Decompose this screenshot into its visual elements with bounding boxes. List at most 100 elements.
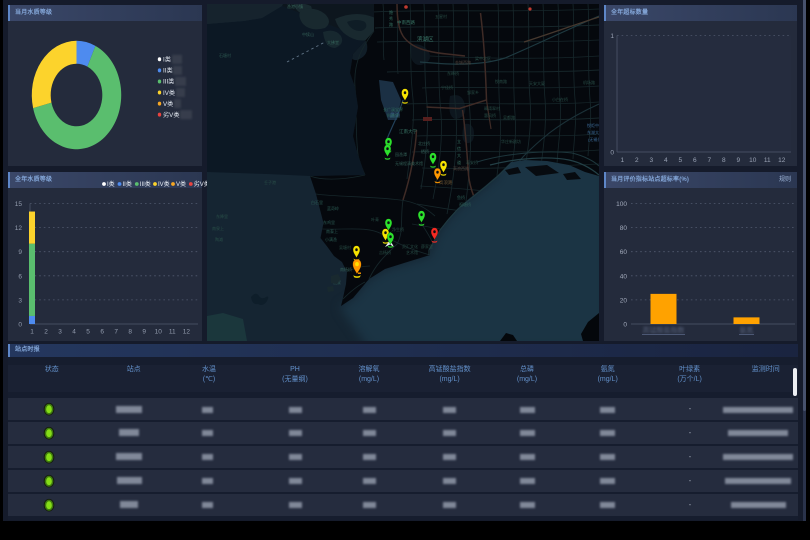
svg-text:信: 信 (457, 145, 461, 151)
svg-text:吴塘村: 吴塘村 (339, 244, 351, 250)
svg-text:五星村: 五星村 (435, 13, 447, 19)
svg-text:9: 9 (736, 157, 740, 164)
svg-text:高浪西路: 高浪西路 (453, 165, 469, 171)
svg-text:石塘村: 石塘村 (219, 52, 231, 58)
svg-text:滨湖区: 滨湖区 (417, 35, 434, 43)
svg-text:1: 1 (610, 33, 614, 40)
svg-text:12: 12 (778, 157, 786, 164)
svg-text:南泉上: 南泉上 (212, 225, 224, 231)
svg-text:邹家乡: 邹家乡 (467, 89, 479, 95)
svg-text:8: 8 (722, 157, 726, 164)
svg-text:小白在桥: 小白在桥 (552, 96, 568, 102)
svg-text:2: 2 (44, 329, 48, 336)
svg-text:1: 1 (620, 157, 624, 164)
svg-text:9: 9 (142, 329, 146, 336)
svg-text:灵汇文化: 灵汇文化 (402, 243, 418, 249)
svg-text:6: 6 (100, 329, 104, 336)
svg-text:惠风桥: 惠风桥 (484, 112, 496, 118)
svg-text:东湖大学: 东湖大学 (587, 129, 599, 135)
svg-text:南泰上: 南泰上 (326, 228, 338, 234)
svg-text:1: 1 (30, 329, 34, 336)
svg-text:劣V类: 劣V类 (194, 180, 210, 188)
svg-text:栖桥: 栖桥 (421, 148, 429, 154)
svg-text:吴都路: 吴都路 (503, 114, 515, 120)
svg-text:8: 8 (128, 329, 132, 336)
svg-text:11: 11 (764, 157, 771, 164)
svg-text:6: 6 (693, 157, 697, 164)
svg-text:80: 80 (620, 225, 628, 232)
svg-text:6: 6 (18, 273, 22, 280)
svg-text:0: 0 (623, 322, 627, 329)
svg-text:吉杨桥: 吉杨桥 (379, 249, 391, 255)
svg-text:小满渔: 小满渔 (325, 236, 337, 242)
svg-text:V类: V类 (176, 180, 186, 188)
svg-text:艺术馆: 艺术馆 (406, 249, 418, 255)
svg-text:I类: I类 (107, 180, 115, 188)
svg-text:40: 40 (620, 273, 628, 280)
svg-text:高浪路: 高浪路 (439, 179, 453, 186)
svg-text:渔港小镇: 渔港小镇 (287, 4, 303, 9)
svg-text:悦炬中国慎近园: 悦炬中国慎近园 (587, 122, 599, 128)
svg-text:悦南路: 悦南路 (495, 78, 507, 84)
svg-text:叶青: 叶青 (371, 216, 379, 222)
svg-text:II类: II类 (163, 67, 173, 75)
svg-text:7: 7 (707, 157, 711, 164)
svg-text:鱼桥: 鱼桥 (457, 194, 465, 200)
svg-text:寿安桥: 寿安桥 (466, 159, 478, 165)
svg-text:园渔潭: 园渔潭 (395, 151, 407, 157)
svg-text:氨氮: 氨氮 (740, 326, 754, 335)
svg-text:金城西路: 金城西路 (455, 59, 471, 65)
svg-text:天安大厦: 天安大厦 (529, 80, 545, 86)
svg-text:华庄新剧坊: 华庄新剧坊 (501, 138, 521, 144)
svg-text:白石里: 白石里 (311, 199, 323, 205)
svg-text:劣V类: 劣V类 (163, 111, 180, 119)
svg-text:4: 4 (664, 157, 668, 164)
svg-text:祖塘桥: 祖塘桥 (459, 201, 471, 207)
svg-text:3: 3 (58, 329, 62, 336)
svg-text:15: 15 (15, 201, 23, 208)
svg-text:路: 路 (389, 21, 393, 27)
svg-text:东绛桥: 东绛桥 (447, 70, 459, 76)
svg-text:(无锡分校): (无锡分校) (588, 136, 599, 142)
svg-text:12: 12 (15, 225, 23, 232)
svg-text:20: 20 (620, 297, 628, 304)
svg-text:中南西路: 中南西路 (397, 19, 415, 26)
svg-text:7: 7 (114, 329, 118, 336)
svg-text:10: 10 (155, 329, 163, 336)
svg-text:III类: III类 (163, 78, 174, 86)
svg-text:0: 0 (610, 150, 614, 157)
svg-text:大拂堂: 大拂堂 (327, 39, 339, 45)
svg-text:3: 3 (649, 157, 653, 164)
svg-text:5: 5 (678, 157, 682, 164)
svg-text:100: 100 (616, 201, 627, 208)
svg-text:0: 0 (18, 322, 22, 329)
svg-text:蓝奇岭: 蓝奇岭 (327, 205, 339, 211)
svg-text:宁佳桥: 宁佳桥 (441, 84, 453, 90)
svg-text:东降里: 东降里 (216, 213, 228, 219)
svg-text:无锡程清美术馆: 无锡程清美术馆 (395, 160, 423, 166)
svg-text:10: 10 (749, 157, 757, 164)
svg-text:东鸡里: 东鸡里 (323, 219, 335, 225)
svg-text:IV类: IV类 (163, 89, 175, 97)
svg-text:北庄桥: 北庄桥 (418, 140, 430, 146)
svg-text:蠡湖: 蠡湖 (390, 112, 400, 119)
svg-text:机场路: 机场路 (583, 79, 595, 85)
svg-text:江南大学: 江南大学 (399, 128, 417, 135)
svg-text:立: 立 (457, 138, 461, 144)
svg-text:60: 60 (620, 249, 628, 256)
svg-text:高锰酸盐指数: 高锰酸盐指数 (643, 326, 685, 335)
svg-text:晴湾翠村: 晴湾翠村 (484, 105, 500, 111)
svg-text:2: 2 (635, 157, 639, 164)
svg-text:隐: 隐 (389, 9, 393, 15)
svg-text:II类: II类 (123, 180, 132, 188)
svg-text:I类: I类 (163, 56, 171, 64)
svg-text:中犊山: 中犊山 (302, 31, 314, 37)
svg-text:陶滩: 陶滩 (215, 236, 223, 242)
svg-text:3: 3 (18, 297, 22, 304)
svg-text:4: 4 (72, 329, 76, 336)
svg-text:大: 大 (457, 152, 461, 158)
svg-text:壬子港: 壬子港 (264, 179, 276, 185)
svg-text:科普馆: 科普馆 (387, 112, 399, 118)
svg-text:薛家里: 薛家里 (421, 243, 433, 249)
svg-text:12: 12 (183, 329, 191, 336)
